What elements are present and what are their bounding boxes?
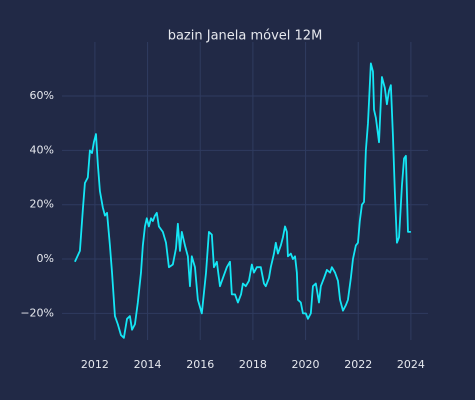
chart-title: bazin Janela móvel 12M xyxy=(168,29,323,44)
y-tick-label: 60% xyxy=(30,89,54,102)
x-tick-label: 2022 xyxy=(344,358,372,371)
x-tick-label: 2016 xyxy=(186,358,214,371)
x-tick-label: 2020 xyxy=(292,358,320,371)
x-tick-label: 2024 xyxy=(397,358,425,371)
y-tick-label: 20% xyxy=(30,198,54,211)
x-tick-label: 2012 xyxy=(81,358,109,371)
x-tick-label: 2018 xyxy=(239,358,267,371)
y-tick-label: 0% xyxy=(37,252,54,265)
y-tick-label: 40% xyxy=(30,143,54,156)
line xyxy=(74,62,411,339)
y-tick-label: −20% xyxy=(20,306,54,319)
x-tick-label: 2014 xyxy=(134,358,162,371)
